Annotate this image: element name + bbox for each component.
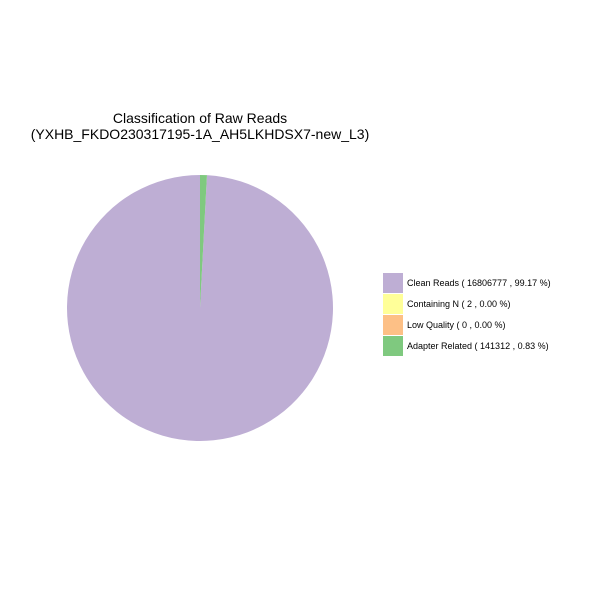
legend-swatch-containing-n [383, 294, 403, 314]
pie-slices [66, 175, 333, 441]
pie-slice-adapter-related [200, 175, 207, 308]
pie-slice-containing-n [200, 175, 207, 308]
legend-item-containing-n: Containing N ( 2 , 0.00 %) [383, 294, 583, 314]
legend-swatch-clean-reads [383, 273, 403, 293]
legend-label-adapter-related: Adapter Related ( 141312 , 0.83 %) [407, 341, 549, 351]
chart-title: Classification of Raw Reads [112, 110, 288, 126]
legend-item-clean-reads: Clean Reads ( 16806777 , 99.17 %) [383, 273, 583, 293]
legend-label-clean-reads: Clean Reads ( 16806777 , 99.17 %) [407, 278, 551, 288]
legend-label-containing-n: Containing N ( 2 , 0.00 %) [407, 299, 511, 309]
legend-label-low-quality: Low Quality ( 0 , 0.00 %) [407, 320, 506, 330]
legend-item-low-quality: Low Quality ( 0 , 0.00 %) [383, 315, 583, 335]
pie-slice-clean-reads [66, 175, 333, 441]
legend-swatch-adapter-related [383, 336, 403, 356]
legend-swatch-low-quality [383, 315, 403, 335]
legend-item-adapter-related: Adapter Related ( 141312 , 0.83 %) [383, 336, 583, 356]
chart-subtitle: (YXHB_FKDO230317195-1A_AH5LKHDSX7-new_L3… [30, 126, 370, 142]
